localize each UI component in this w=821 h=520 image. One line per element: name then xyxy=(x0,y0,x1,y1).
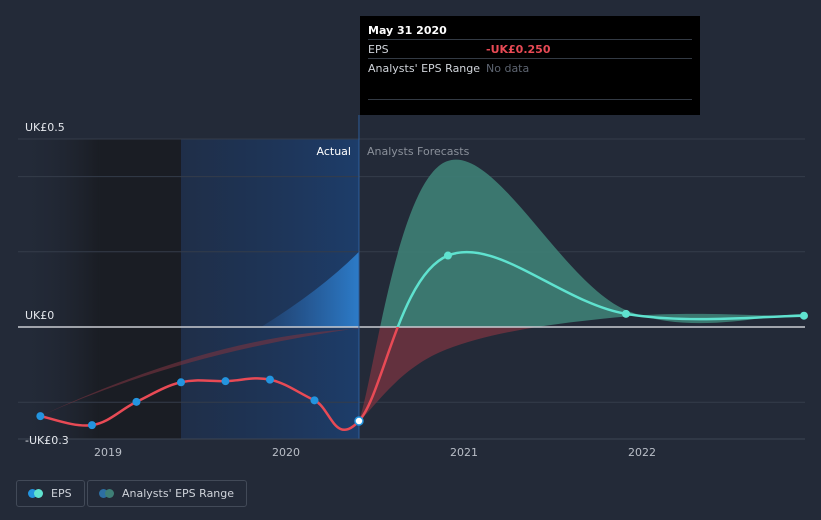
legend-analyst-range[interactable]: Analysts' EPS Range xyxy=(87,480,248,507)
tooltip-range-label: Analysts' EPS Range xyxy=(368,61,481,75)
range-legend-icon xyxy=(99,489,114,498)
eps-actual-point[interactable] xyxy=(221,377,230,386)
analyst-range-negative-fill xyxy=(358,327,538,421)
eps-legend-icon xyxy=(28,489,43,498)
tooltip-eps-value: -UK£0.250 xyxy=(486,42,551,56)
axis-labels: UK£0.5 UK£0 -UK£0.3 2019 2020 2021 2022 Actual A… xyxy=(25,121,656,459)
legend-eps-label: EPS xyxy=(51,487,72,500)
tooltip-row-eps: EPS -UK£0.250 xyxy=(368,39,692,58)
tooltip: May 31 2020 EPS -UK£0.250 Analysts' EPS … xyxy=(360,16,700,115)
eps-actual-point[interactable] xyxy=(354,416,364,426)
past-shadow-band xyxy=(18,139,100,439)
analyst-range-positive-fill xyxy=(380,159,804,327)
tooltip-divider xyxy=(368,99,692,100)
x-tick-label: 2022 xyxy=(628,446,656,459)
eps-chart: UK£0.5 UK£0 -UK£0.3 2019 2020 2021 2022 Actual A… xyxy=(18,115,808,459)
forecast-region-label: Analysts Forecasts xyxy=(367,145,470,158)
tooltip-range-value: No data xyxy=(486,61,530,75)
eps-actual-point[interactable] xyxy=(265,375,274,384)
legend-eps[interactable]: EPS xyxy=(16,480,85,507)
y-tick-label: UK£0 xyxy=(25,309,54,322)
eps-actual-point[interactable] xyxy=(310,396,319,405)
eps-actual-point[interactable] xyxy=(36,412,45,421)
actual-region-label: Actual xyxy=(317,145,351,158)
y-tick-label: -UK£0.3 xyxy=(25,434,69,447)
eps-actual-point[interactable] xyxy=(87,421,96,430)
eps-actual-point[interactable] xyxy=(132,397,141,406)
eps-forecast-point[interactable] xyxy=(799,311,808,320)
tooltip-row-range: Analysts' EPS Range No data xyxy=(368,58,692,77)
tooltip-date: May 31 2020 xyxy=(368,24,447,37)
past-range-positive-fill xyxy=(261,251,359,327)
eps-line-positive xyxy=(396,250,804,327)
eps-forecast-point[interactable] xyxy=(443,251,452,260)
eps-forecast-point[interactable] xyxy=(621,309,630,318)
x-tick-label: 2020 xyxy=(272,446,300,459)
legend-range-label: Analysts' EPS Range xyxy=(122,487,235,500)
x-tick-label: 2021 xyxy=(450,446,478,459)
y-tick-label: UK£0.5 xyxy=(25,121,65,134)
eps-actual-point[interactable] xyxy=(176,378,185,387)
tooltip-eps-label: EPS xyxy=(368,42,389,56)
past-dark-band xyxy=(99,139,181,439)
eps-points xyxy=(36,251,808,430)
x-tick-label: 2019 xyxy=(94,446,122,459)
